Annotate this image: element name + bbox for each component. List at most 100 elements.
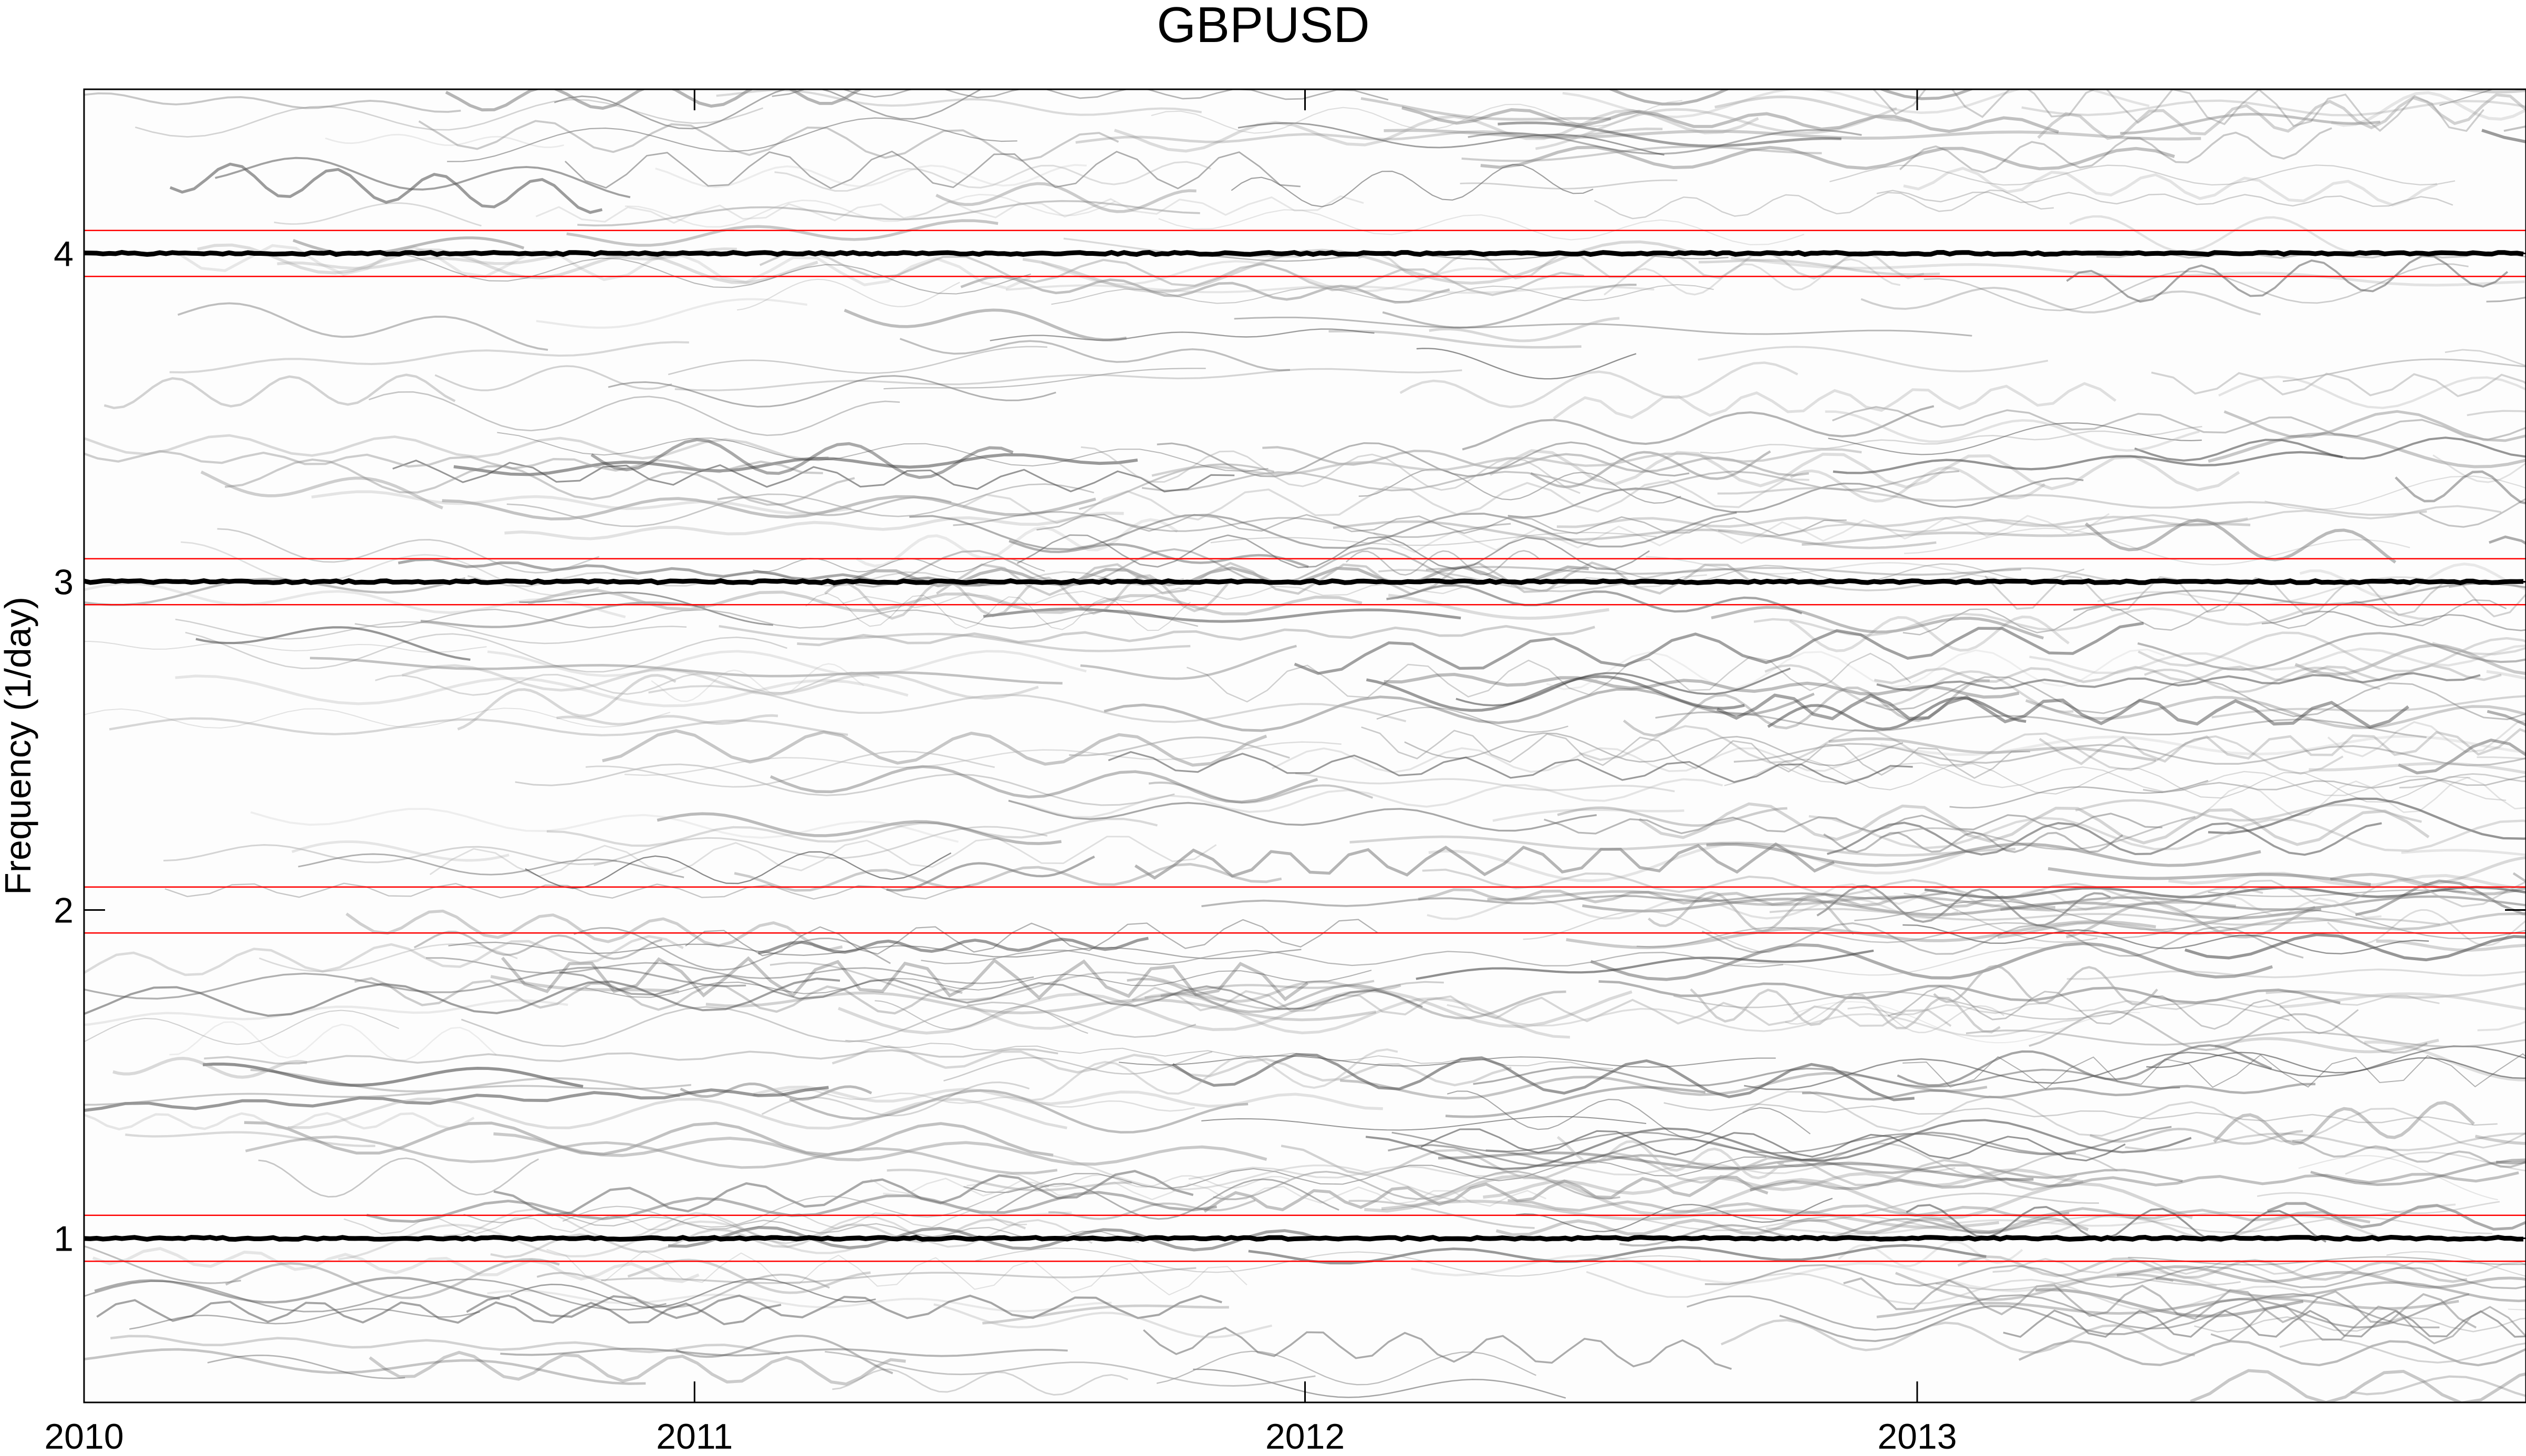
spectral-ridge: [1485, 1149, 2183, 1182]
spectral-ridge: [175, 674, 909, 708]
spectral-ridge: [601, 1267, 1197, 1284]
spectral-ridge: [1594, 189, 2054, 220]
spectral-ridge: [770, 962, 1444, 1011]
spectral-ridge: [1765, 1203, 2456, 1235]
spectral-ridge: [1535, 107, 1897, 150]
spectral-ridge: [651, 663, 865, 702]
spectral-ridge: [935, 182, 1197, 213]
spectral-ridge: [84, 1278, 667, 1313]
spectral-ridge: [535, 195, 1364, 224]
spectral-ridge: [1607, 89, 1975, 106]
spectral-ridge: [1949, 779, 2209, 809]
spectral-ridge: [1382, 284, 1637, 329]
spectral-ridge: [84, 1010, 399, 1045]
spectral-ridge: [975, 1247, 1701, 1277]
spectral-ridge: [1586, 1271, 2315, 1312]
spectral-ridge: [2208, 432, 2526, 469]
spectral-ridge: [325, 133, 564, 148]
spectral-ridge: [1210, 532, 1657, 546]
spectral-ridge: [1048, 1199, 1256, 1220]
spectral-ridge: [1582, 897, 2322, 920]
spectral-ridge: [1151, 448, 1862, 477]
spectral-ridge: [602, 729, 1267, 767]
spectral-ridge: [2267, 1202, 2526, 1231]
spectral-ridge: [752, 1088, 1195, 1112]
spectral-ridge: [674, 368, 1462, 391]
spectral-ridge: [2029, 1010, 2428, 1054]
spectral-ridge: [1789, 615, 2070, 652]
spectral-ridge: [338, 1220, 860, 1261]
spectral-ridge: [2168, 871, 2526, 890]
spectral-ridge: [2429, 856, 2526, 885]
spectral-ridge: [2350, 1375, 2526, 1397]
spectral-ridge: [2292, 1140, 2526, 1168]
spectral-ridge: [899, 338, 1290, 371]
spectral-ridge: [1021, 1048, 1398, 1101]
spectral-ridge: [1790, 466, 2046, 503]
spectral-ridge: [2208, 797, 2526, 840]
spectral-ridge: [1598, 980, 2341, 1004]
spectral-ridge: [1510, 563, 2085, 586]
spectral-ridge: [566, 219, 999, 247]
spectral-ridge: [753, 558, 1045, 573]
spectral-ridge: [2331, 91, 2526, 127]
spectral-ridge: [84, 434, 829, 461]
spectral-ridge: [1899, 127, 2332, 174]
spectral-ridge: [574, 927, 891, 971]
spectral-ridge: [1213, 1170, 1620, 1200]
spectral-ridge: [2137, 632, 2526, 671]
spectral-ridge: [935, 561, 1751, 596]
spectral-ridge: [2116, 1265, 2526, 1289]
spectral-ridge: [1924, 263, 2469, 311]
spectral-ridge: [675, 1335, 893, 1375]
spectral-ridge: [1193, 1368, 1566, 1399]
reference-bands: [84, 230, 2526, 1262]
spectral-ridge: [2257, 1192, 2500, 1214]
spectral-ridge: [1186, 652, 1911, 703]
spectral-ridge: [554, 89, 983, 130]
spectral-ridge: [2190, 1369, 2526, 1402]
spectral-ridge: [1562, 89, 2150, 119]
spectral-ridge: [1036, 514, 1847, 536]
spectral-ridge: [1623, 679, 1990, 737]
spectral-ridge: [770, 765, 1318, 804]
spectral-ridge: [195, 626, 471, 661]
spectral-ridge: [774, 161, 1211, 192]
spectral-ridge: [1498, 121, 1842, 148]
spectral-ridge: [1012, 778, 1723, 818]
spectral-ridge: [2069, 215, 2353, 254]
spectral-ridge: [655, 164, 1087, 189]
spectral-ridge: [413, 930, 663, 960]
spectral-ridge: [84, 1084, 692, 1106]
dominant-frequency-line: [84, 1234, 2524, 1242]
spectral-ridge: [1655, 711, 2427, 739]
spectral-ridge: [1201, 891, 1948, 908]
spectral-ridge: [1157, 441, 1690, 477]
spectral-ridge: [197, 243, 818, 284]
spectral-ridge: [594, 826, 1048, 867]
spectral-ridge: [1718, 505, 2502, 538]
spectral-ridge: [1294, 621, 2144, 675]
spectral-ridge: [2194, 1316, 2526, 1333]
spectral-ridge: [125, 1131, 376, 1147]
spectral-ridge: [250, 1069, 680, 1097]
spectral-ridge: [546, 1249, 1248, 1296]
spectral-ridge: [110, 1335, 780, 1355]
spectral-ridge: [2475, 1135, 2526, 1145]
spectral-ridge: [2066, 968, 2526, 980]
spectral-ridge: [1388, 1126, 2172, 1167]
chart-title: GBPUSD: [1157, 0, 1369, 53]
spectral-ridge: [84, 450, 823, 474]
spectral-ridge: [962, 478, 1810, 524]
spectral-ridge: [103, 373, 456, 409]
spectral-ridge: [1127, 977, 1566, 1020]
spectral-ridge: [2223, 410, 2526, 442]
spectral-ridge: [277, 247, 737, 270]
spectral-ridge: [1358, 250, 1925, 280]
spectral-ridge: [2207, 879, 2526, 908]
spectral-ridge: [2299, 563, 2526, 598]
spectral-ridge: [1966, 1029, 2526, 1048]
spectral-ridge: [1386, 584, 1803, 615]
spectral-ridge: [2037, 93, 2526, 140]
spectral-ridge: [1447, 1004, 2081, 1037]
